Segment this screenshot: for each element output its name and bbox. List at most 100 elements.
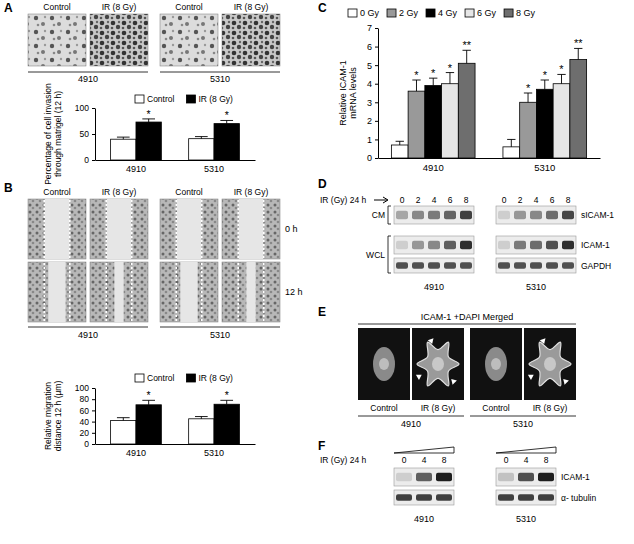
arrow: [374, 197, 388, 203]
error-stem: [511, 139, 512, 146]
y-tick: 3: [367, 98, 378, 108]
band: [460, 262, 472, 269]
y-tick-mark: [375, 47, 378, 48]
legend-item: IR (8 Gy): [186, 373, 233, 383]
arrowhead: [563, 379, 569, 385]
chart: 05010049105310**Percentage of cell invas…: [43, 83, 256, 185]
micrograph: [90, 14, 148, 66]
y-tick-mark: [375, 139, 378, 140]
section-label: WCL: [366, 250, 385, 260]
blot-membrane: [394, 206, 474, 224]
panel-letter: F: [318, 439, 325, 453]
y-tick-label: 100: [75, 383, 89, 393]
scratch-edge: [43, 263, 45, 321]
dose-wedge: [496, 447, 556, 453]
y-tick: 100: [75, 383, 95, 393]
error-bar: [574, 48, 582, 59]
significance-mark: *: [225, 389, 229, 401]
scratch-image: [90, 262, 148, 322]
scratch-edge: [237, 263, 239, 321]
column-label: IR (8 Gy): [533, 403, 568, 413]
error-stem: [528, 93, 529, 102]
dose-label: 6: [448, 195, 453, 205]
legend: ControlIR (8 Gy): [135, 373, 233, 383]
bar: [553, 84, 570, 158]
group-label: 4910: [78, 330, 98, 340]
dose-label: 4: [432, 195, 437, 205]
y-tick-label: 100: [75, 103, 89, 113]
nucleus: [491, 358, 501, 370]
y-tick-mark: [92, 134, 95, 135]
bar: [214, 404, 239, 444]
band: [498, 473, 514, 481]
bar: [189, 139, 214, 160]
legend-item: 8 Gy: [504, 8, 536, 18]
band: [412, 211, 424, 219]
band: [538, 494, 554, 501]
band: [412, 262, 424, 269]
legend: Control IR (8 Gy): [135, 94, 233, 104]
band: [460, 211, 472, 219]
x-axis: 4910 5310: [96, 160, 256, 174]
band: [530, 262, 542, 269]
legend-item: Control: [135, 94, 175, 104]
band: [396, 473, 412, 481]
y-tick-label: 50: [80, 129, 90, 139]
y-tick-mark: [375, 158, 378, 159]
scratch-gap: [45, 199, 69, 259]
x-tick-label: 4910: [423, 162, 444, 173]
band: [546, 241, 558, 249]
band: [498, 211, 510, 219]
bar: [425, 86, 442, 158]
y-tick-mark: [375, 121, 378, 122]
group-label: 5310: [516, 514, 536, 524]
column-label: Control: [43, 187, 71, 197]
figure: ABCDEF05010049105310**Percentage of cell…: [0, 0, 634, 544]
y-axis-title: Percentage of cell invasionthrough matri…: [43, 83, 63, 185]
legend-swatch: [426, 9, 435, 17]
legend-item: IR (8 Gy): [186, 94, 233, 104]
bar: [214, 124, 239, 160]
significance-mark: *: [414, 69, 419, 81]
scratch-edge: [263, 263, 265, 321]
band: [514, 211, 526, 219]
scratch-image: [90, 199, 148, 259]
scratch-edge: [43, 200, 45, 258]
section-label: CM: [372, 210, 385, 220]
micrograph: [28, 14, 86, 66]
y-axis-line: [95, 389, 96, 445]
band: [518, 473, 534, 481]
error-stem: [466, 50, 467, 63]
y-tick-mark: [92, 422, 95, 423]
x-tick-label: 4910: [126, 164, 146, 174]
x-tick: 4910: [423, 158, 444, 173]
figure-canvas: ABCDEF05010049105310**Percentage of cell…: [0, 0, 634, 544]
arrowhead: [540, 338, 546, 344]
y-tick-mark: [375, 65, 378, 66]
band: [396, 494, 412, 501]
scratch-gap: [246, 262, 255, 322]
y-tick: 60: [80, 406, 95, 416]
x-axis: 4910 5310: [379, 158, 601, 173]
legend-item: 6 Gy: [465, 8, 497, 18]
y-tick-mark: [92, 444, 95, 445]
error-stem: [544, 80, 545, 89]
dose-label: 0: [502, 195, 507, 205]
dose-label: 8: [464, 195, 469, 205]
scratch-edge: [69, 263, 71, 321]
y-tick-mark: [92, 410, 95, 411]
column-label: Control: [175, 2, 203, 12]
x-tick: 5310: [204, 160, 224, 174]
group-underline: [470, 416, 576, 417]
y-tick-label: 5: [367, 61, 372, 71]
panel-letter: C: [318, 1, 327, 15]
y-tick-label: 4: [367, 79, 372, 89]
error-stem: [416, 80, 417, 91]
x-tick-label: 5310: [534, 162, 555, 173]
significance-mark: **: [574, 37, 583, 49]
y-tick: 80: [80, 394, 95, 404]
panel-letter: D: [318, 177, 327, 191]
blot-membrane: [394, 258, 474, 273]
treatment-label: IR (Gy) 24 h: [320, 455, 367, 465]
band: [436, 473, 452, 481]
